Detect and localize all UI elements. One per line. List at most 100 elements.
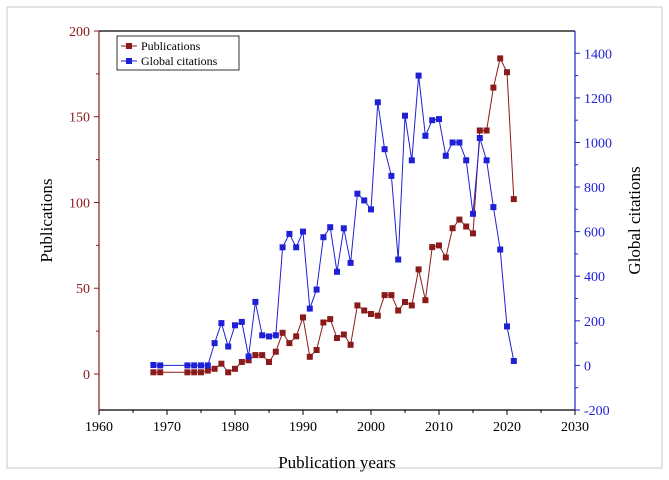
legend-box [116,35,240,71]
data-point-citations [408,157,415,164]
data-point-citations [504,323,510,330]
data-point-citations [456,139,463,146]
data-point-citations [272,332,279,339]
data-point-publications [238,359,245,365]
data-point-publications [340,331,347,338]
legend-marker-citations [126,58,132,64]
data-point-publications [313,347,320,353]
y2-axis-title: Global citations [625,166,644,274]
data-point-publications [449,225,456,232]
data-point-publications [510,196,517,203]
data-point-publications [232,365,238,372]
data-point-publications [320,319,327,326]
data-point-publications [504,69,510,76]
data-point-citations [232,322,238,329]
data-point-citations [293,244,300,251]
data-point-citations [422,132,429,139]
y2-tick-label-4: 600 [584,226,605,241]
figure-frame [6,6,663,469]
data-point-publications [279,329,286,336]
data-point-citations [252,298,259,305]
y2-tick-label-2: 200 [584,315,605,330]
data-point-citations [225,343,232,350]
y2-tick-label-8: 1400 [584,47,612,62]
y-tick-label-2: 100 [69,196,90,211]
data-point-publications [266,359,272,365]
y-tick-label-3: 150 [69,111,90,126]
data-point-publications [245,357,252,364]
data-point-citations [320,234,327,241]
data-point-publications [490,84,497,91]
legend-label-citations: Global citations [141,54,218,68]
data-point-publications [368,311,374,317]
data-point-publications [300,314,306,321]
data-point-publications [286,340,293,347]
data-point-citations [259,332,266,339]
x-tick-label-0: 1960 [85,420,113,435]
data-point-publications [361,307,368,314]
y2-tick-label-6: 1000 [584,136,612,151]
data-point-citations [395,256,402,263]
axes-group: 1960 1970 1980 1990 2000 2010 2020 203005010015… [69,25,612,435]
data-point-citations [204,362,211,369]
data-point-citations [463,157,470,164]
y2-tick-label-0: -200 [584,404,610,419]
data-point-publications [456,216,463,223]
legend: Publications Global citations [116,35,240,71]
data-point-publications [334,335,340,341]
data-point-citations [476,135,483,141]
data-point-citations [266,333,272,340]
legend-marker-publications [126,43,132,49]
data-point-citations [361,197,368,204]
y2-tick-label-3: 400 [584,270,605,285]
x-tick-label-3: 1990 [289,420,317,435]
data-point-publications [327,316,334,323]
x-tick-label-7: 2030 [561,420,589,435]
y-axis-title: Publications [37,178,56,262]
data-point-citations [191,362,198,369]
y2-tick-label-5: 800 [584,181,605,196]
data-point-publications [442,254,449,261]
data-point-publications [211,365,218,372]
data-point-citations [449,139,456,146]
data-point-publications [402,299,408,305]
data-point-citations [470,210,476,217]
data-point-publications [476,127,483,134]
y-tick-label-1: 50 [76,282,90,297]
data-point-citations [374,99,381,106]
y2-tick-label-1: 0 [584,359,591,374]
data-point-citations [388,172,395,179]
data-point-citations [402,112,408,119]
data-point-publications [415,266,422,273]
data-point-publications [347,341,354,348]
data-point-citations [510,358,517,364]
series-points-group [150,55,517,376]
data-point-citations [150,362,157,368]
x-tick-label-4: 2000 [357,420,385,435]
data-point-citations [347,259,354,266]
data-point-publications [306,353,313,360]
data-point-citations [198,362,204,369]
data-point-citations [368,206,374,213]
data-point-citations [211,340,218,347]
data-point-publications [354,302,361,309]
data-point-publications [429,244,436,251]
data-point-publications [272,348,279,355]
data-point-citations [238,318,245,325]
data-point-citations [436,116,442,123]
data-point-citations [306,305,313,312]
data-point-citations [245,353,252,360]
data-point-citations [381,146,388,153]
x-axis-title: Publication years [278,453,396,472]
data-point-citations [327,224,334,231]
data-point-publications [191,369,198,376]
data-point-citations [279,244,286,251]
data-point-publications [198,369,204,376]
data-point-publications [388,292,395,299]
data-point-citations [313,286,320,293]
legend-label-publications: Publications [141,39,201,53]
data-point-publications [395,307,402,314]
